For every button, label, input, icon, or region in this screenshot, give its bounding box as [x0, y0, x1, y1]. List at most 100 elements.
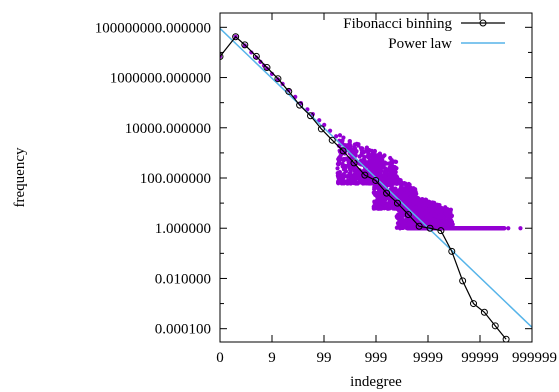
fibonacci-binning-marker	[383, 189, 391, 197]
data-point	[356, 171, 361, 176]
data-point	[366, 162, 371, 167]
data-point	[364, 177, 369, 182]
data-point	[348, 181, 353, 186]
tick-marks	[219, 13, 533, 342]
data-point	[373, 163, 378, 168]
data-point	[435, 215, 441, 220]
fibonacci-binning-marker	[350, 159, 358, 167]
data-point	[398, 209, 403, 214]
fibonacci-binning-line	[220, 35, 507, 340]
data-point	[388, 155, 393, 161]
data-point	[393, 186, 398, 191]
fibonacci-binning-marker	[317, 125, 325, 133]
data-point	[399, 215, 404, 221]
legend-label-power-law: Power law	[388, 36, 452, 52]
fibonacci-binning-marker	[328, 136, 336, 144]
data-point	[418, 203, 423, 208]
fibonacci-binning-marker	[263, 64, 271, 72]
data-point	[392, 159, 398, 164]
data-point	[357, 154, 362, 159]
fibonacci-binning-marker	[404, 211, 412, 219]
x-tick-label: 99999	[461, 350, 499, 366]
data-point	[436, 208, 441, 213]
data-point	[341, 135, 346, 140]
y-tick-label: 1000000.000000	[110, 71, 211, 87]
data-point	[376, 198, 381, 204]
data-point	[506, 226, 511, 231]
y-tick-label: 100000000.000000	[95, 20, 211, 36]
data-point	[411, 201, 416, 206]
data-point	[427, 200, 433, 205]
data-point	[408, 205, 413, 211]
data-point	[424, 211, 429, 216]
fibonacci-binning-marker	[372, 176, 380, 184]
y-tick-label: 10000.000000	[125, 121, 211, 137]
legend: Fibonacci binning Power law	[343, 16, 505, 52]
data-point	[397, 181, 403, 186]
data-point	[258, 59, 263, 64]
data-point	[446, 210, 452, 215]
data-point	[347, 172, 352, 177]
data-point	[254, 55, 259, 60]
data-point	[373, 191, 379, 196]
y-tick-label: 0.000100	[155, 322, 211, 338]
data-point	[375, 172, 380, 178]
data-point	[350, 175, 355, 180]
data-point	[335, 166, 340, 171]
x-tick-label: 999	[365, 350, 388, 366]
data-point	[428, 207, 433, 212]
data-point	[354, 141, 359, 147]
data-point	[393, 173, 398, 179]
fibonacci-binning-marker	[491, 322, 499, 330]
fibonacci-binning-marker	[220, 52, 224, 60]
fibonacci-binning-marker	[296, 101, 304, 109]
fibonacci-binning-marker	[285, 87, 293, 95]
data-point	[249, 50, 254, 55]
x-axis-title: indegree	[350, 374, 402, 390]
y-tick-label: 1.000000	[155, 221, 211, 237]
data-point	[421, 198, 426, 203]
data-point	[385, 176, 390, 181]
fibonacci-binning-marker	[480, 308, 488, 316]
data-point	[351, 166, 356, 172]
data-point	[378, 165, 383, 170]
fibonacci-binning-marker	[415, 222, 423, 230]
data-point	[365, 154, 370, 159]
data-point	[445, 207, 450, 212]
data-point	[394, 181, 399, 186]
data-point	[337, 133, 343, 138]
fibonacci-binning-marker	[393, 199, 401, 207]
data-point	[372, 185, 377, 190]
data-point	[398, 185, 403, 190]
fibonacci-binning-layer	[220, 33, 510, 342]
data-point	[341, 181, 347, 186]
x-tick-label: 9999	[413, 350, 443, 366]
data-point	[377, 153, 382, 159]
data-point	[518, 226, 523, 231]
data-point	[367, 148, 372, 153]
x-tick-label: 999999	[512, 350, 557, 366]
data-point	[502, 226, 507, 231]
data-point	[387, 183, 392, 188]
data-point	[381, 154, 386, 159]
data-point	[378, 201, 384, 206]
data-point	[359, 178, 364, 183]
data-point	[336, 181, 341, 186]
data-point	[261, 63, 267, 68]
data-point	[328, 128, 333, 133]
data-point	[380, 173, 386, 178]
data-point	[401, 191, 406, 197]
x-tick-label: 9	[268, 350, 276, 366]
fibonacci-binning-marker	[232, 33, 240, 41]
data-point	[371, 204, 376, 209]
data-point	[382, 160, 388, 165]
data-point	[405, 192, 410, 197]
data-point	[354, 149, 359, 154]
data-point	[389, 162, 394, 167]
data-point	[334, 134, 339, 139]
data-point	[342, 163, 347, 168]
data-point	[395, 216, 400, 221]
fibonacci-binning-marker	[448, 247, 456, 255]
x-tick-labels: 0 9 99 999 9999 99999 999999	[216, 350, 557, 366]
